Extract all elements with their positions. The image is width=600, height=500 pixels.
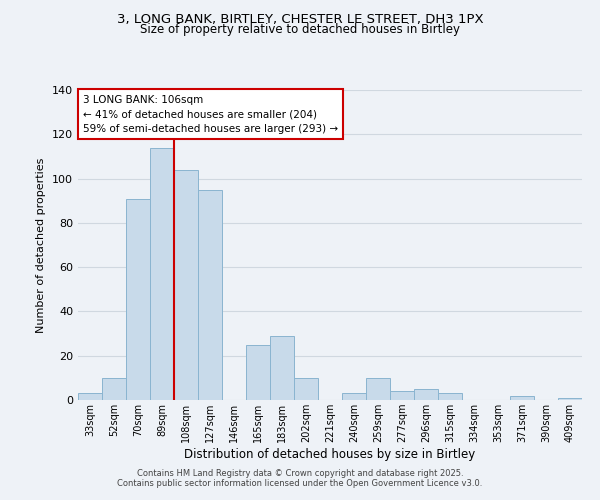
Bar: [102, 378, 126, 400]
Bar: [198, 190, 222, 400]
Bar: [78, 394, 102, 400]
X-axis label: Distribution of detached houses by size in Birtley: Distribution of detached houses by size …: [184, 448, 476, 461]
Bar: [342, 394, 366, 400]
Text: 3 LONG BANK: 106sqm
← 41% of detached houses are smaller (204)
59% of semi-detac: 3 LONG BANK: 106sqm ← 41% of detached ho…: [83, 94, 338, 134]
Bar: [246, 344, 270, 400]
Bar: [558, 398, 582, 400]
Bar: [510, 396, 534, 400]
Text: Contains HM Land Registry data © Crown copyright and database right 2025.: Contains HM Land Registry data © Crown c…: [137, 468, 463, 477]
Y-axis label: Number of detached properties: Number of detached properties: [37, 158, 46, 332]
Bar: [390, 391, 414, 400]
Text: Contains public sector information licensed under the Open Government Licence v3: Contains public sector information licen…: [118, 478, 482, 488]
Bar: [270, 336, 294, 400]
Bar: [438, 394, 462, 400]
Bar: [294, 378, 318, 400]
Bar: [126, 198, 150, 400]
Bar: [150, 148, 174, 400]
Bar: [366, 378, 390, 400]
Text: 3, LONG BANK, BIRTLEY, CHESTER LE STREET, DH3 1PX: 3, LONG BANK, BIRTLEY, CHESTER LE STREET…: [116, 12, 484, 26]
Bar: [414, 389, 438, 400]
Text: Size of property relative to detached houses in Birtley: Size of property relative to detached ho…: [140, 22, 460, 36]
Bar: [174, 170, 198, 400]
